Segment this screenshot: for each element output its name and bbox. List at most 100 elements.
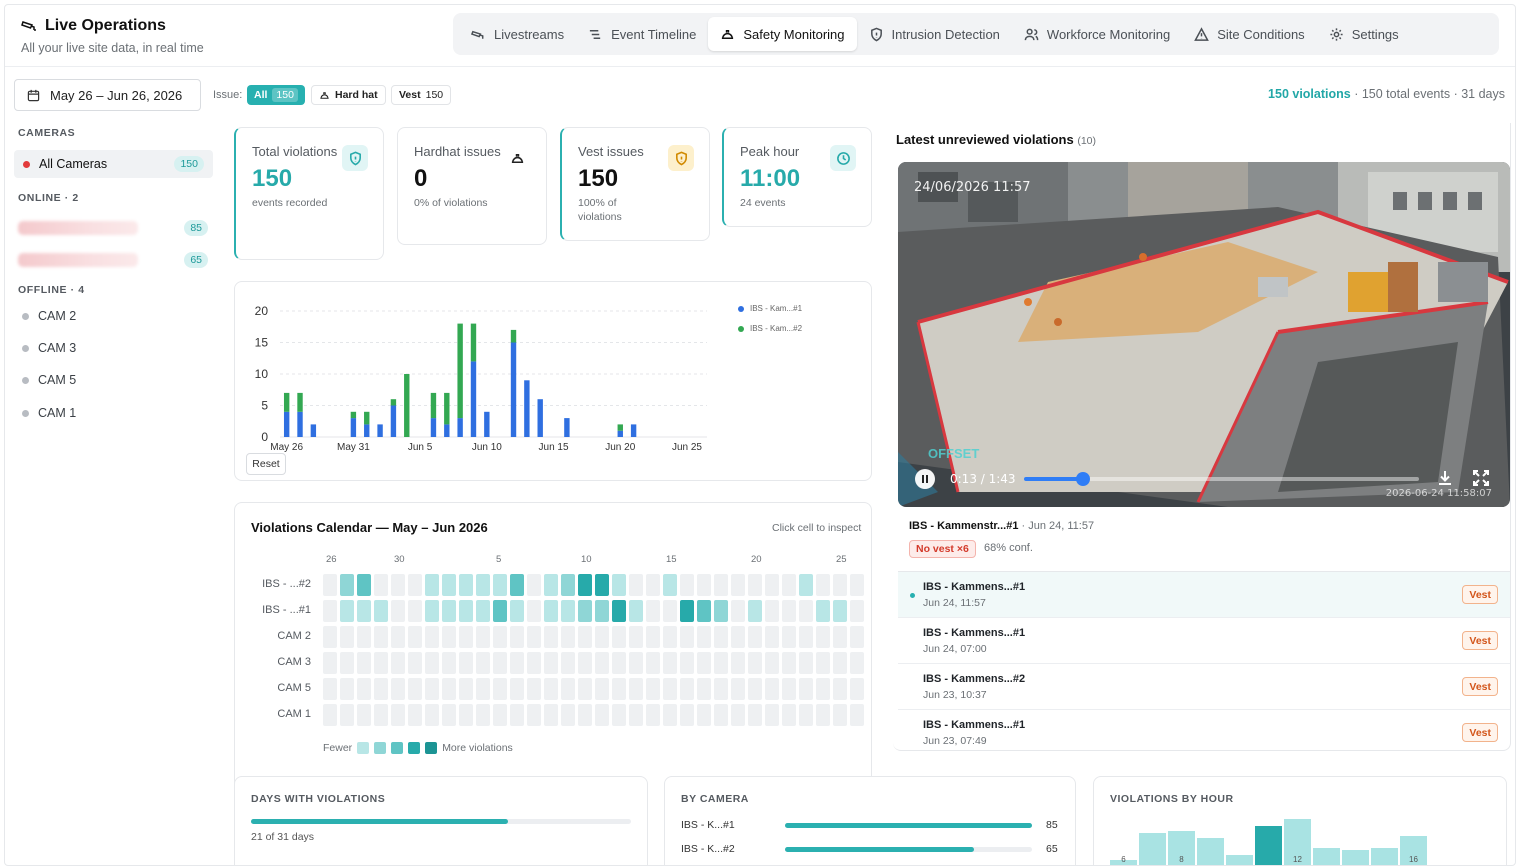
calendar-cell[interactable] xyxy=(850,678,864,700)
calendar-cell[interactable] xyxy=(799,678,813,700)
calendar-cell[interactable] xyxy=(357,704,371,726)
calendar-cell[interactable] xyxy=(374,626,388,648)
calendar-cell[interactable] xyxy=(782,626,796,648)
calendar-cell[interactable] xyxy=(680,574,694,596)
date-range-picker[interactable]: May 26 – Jun 26, 2026 xyxy=(14,79,201,111)
calendar-cell[interactable] xyxy=(340,600,354,622)
calendar-cell[interactable] xyxy=(357,574,371,596)
hour-bar[interactable] xyxy=(1255,826,1282,865)
calendar-cell[interactable] xyxy=(425,678,439,700)
calendar-cell[interactable] xyxy=(850,600,864,622)
calendar-cell[interactable] xyxy=(323,600,337,622)
calendar-cell[interactable] xyxy=(714,626,728,648)
calendar-cell[interactable] xyxy=(391,652,405,674)
calendar-cell[interactable] xyxy=(612,652,626,674)
calendar-cell[interactable] xyxy=(561,600,575,622)
calendar-cell[interactable] xyxy=(476,626,490,648)
calendar-cell[interactable] xyxy=(323,574,337,596)
calendar-cell[interactable] xyxy=(357,678,371,700)
calendar-cell[interactable] xyxy=(765,652,779,674)
calendar-cell[interactable] xyxy=(493,652,507,674)
tab-site-conditions[interactable]: Site Conditions xyxy=(1182,17,1316,51)
camera-item-online-2[interactable]: 65 xyxy=(18,249,208,271)
calendar-cell[interactable] xyxy=(816,704,830,726)
calendar-cell[interactable] xyxy=(408,678,422,700)
calendar-cell[interactable] xyxy=(561,678,575,700)
calendar-cell[interactable] xyxy=(714,600,728,622)
calendar-cell[interactable] xyxy=(612,600,626,622)
calendar-cell[interactable] xyxy=(748,704,762,726)
chip-hard-hat[interactable]: Hard hat xyxy=(311,85,386,105)
tab-livestreams[interactable]: Livestreams xyxy=(459,17,576,51)
calendar-cell[interactable] xyxy=(476,704,490,726)
calendar-cell[interactable] xyxy=(340,574,354,596)
violation-item[interactable]: IBS - Kammens...#1 Jun 24, 07:00 Vest xyxy=(898,618,1510,664)
calendar-cell[interactable] xyxy=(442,626,456,648)
calendar-cell[interactable] xyxy=(612,574,626,596)
calendar-cell[interactable] xyxy=(374,678,388,700)
calendar-cell[interactable] xyxy=(799,652,813,674)
calendar-cell[interactable] xyxy=(714,678,728,700)
calendar-cell[interactable] xyxy=(408,652,422,674)
calendar-cell[interactable] xyxy=(323,704,337,726)
legend-item-series-2[interactable]: IBS - Kam...#2 xyxy=(738,324,802,333)
hour-bar[interactable] xyxy=(1371,848,1398,865)
calendar-cell[interactable] xyxy=(799,626,813,648)
calendar-cell[interactable] xyxy=(510,652,524,674)
calendar-cell[interactable] xyxy=(680,626,694,648)
calendar-cell[interactable] xyxy=(782,652,796,674)
calendar-cell[interactable] xyxy=(493,678,507,700)
legend-item-series-1[interactable]: IBS - Kam...#1 xyxy=(738,304,802,313)
calendar-cell[interactable] xyxy=(595,574,609,596)
calendar-cell[interactable] xyxy=(357,626,371,648)
hour-bar[interactable] xyxy=(1400,836,1427,865)
calendar-cell[interactable] xyxy=(340,626,354,648)
fullscreen-button[interactable] xyxy=(1471,467,1491,489)
video-seek-bar[interactable] xyxy=(1024,472,1419,486)
chip-vest[interactable]: Vest 150 xyxy=(391,85,452,105)
calendar-cell[interactable] xyxy=(527,626,541,648)
calendar-cell[interactable] xyxy=(765,626,779,648)
calendar-cell[interactable] xyxy=(731,600,745,622)
calendar-cell[interactable] xyxy=(697,574,711,596)
calendar-cell[interactable] xyxy=(731,678,745,700)
calendar-cell[interactable] xyxy=(578,652,592,674)
calendar-cell[interactable] xyxy=(629,704,643,726)
calendar-cell[interactable] xyxy=(850,574,864,596)
calendar-cell[interactable] xyxy=(493,704,507,726)
calendar-cell[interactable] xyxy=(799,704,813,726)
calendar-cell[interactable] xyxy=(697,704,711,726)
calendar-cell[interactable] xyxy=(510,626,524,648)
calendar-cell[interactable] xyxy=(663,574,677,596)
camera-item-online-1[interactable]: 85 xyxy=(18,217,208,239)
tab-settings[interactable]: Settings xyxy=(1317,17,1411,51)
calendar-cell[interactable] xyxy=(799,574,813,596)
calendar-cell[interactable] xyxy=(646,600,660,622)
calendar-cell[interactable] xyxy=(680,600,694,622)
calendar-cell[interactable] xyxy=(646,652,660,674)
hour-bar[interactable] xyxy=(1197,838,1224,865)
calendar-cell[interactable] xyxy=(459,652,473,674)
calendar-cell[interactable] xyxy=(391,704,405,726)
calendar-cell[interactable] xyxy=(765,678,779,700)
calendar-cell[interactable] xyxy=(612,704,626,726)
calendar-cell[interactable] xyxy=(527,678,541,700)
calendar-cell[interactable] xyxy=(374,600,388,622)
calendar-cell[interactable] xyxy=(816,678,830,700)
calendar-cell[interactable] xyxy=(748,626,762,648)
calendar-cell[interactable] xyxy=(340,678,354,700)
calendar-cell[interactable] xyxy=(578,626,592,648)
calendar-cell[interactable] xyxy=(646,704,660,726)
calendar-cell[interactable] xyxy=(425,600,439,622)
calendar-cell[interactable] xyxy=(391,678,405,700)
calendar-cell[interactable] xyxy=(408,626,422,648)
calendar-cell[interactable] xyxy=(629,574,643,596)
calendar-cell[interactable] xyxy=(561,574,575,596)
calendar-cell[interactable] xyxy=(442,600,456,622)
calendar-cell[interactable] xyxy=(323,678,337,700)
calendar-cell[interactable] xyxy=(663,678,677,700)
calendar-cell[interactable] xyxy=(833,574,847,596)
calendar-cell[interactable] xyxy=(782,704,796,726)
calendar-cell[interactable] xyxy=(697,678,711,700)
calendar-cell[interactable] xyxy=(680,704,694,726)
